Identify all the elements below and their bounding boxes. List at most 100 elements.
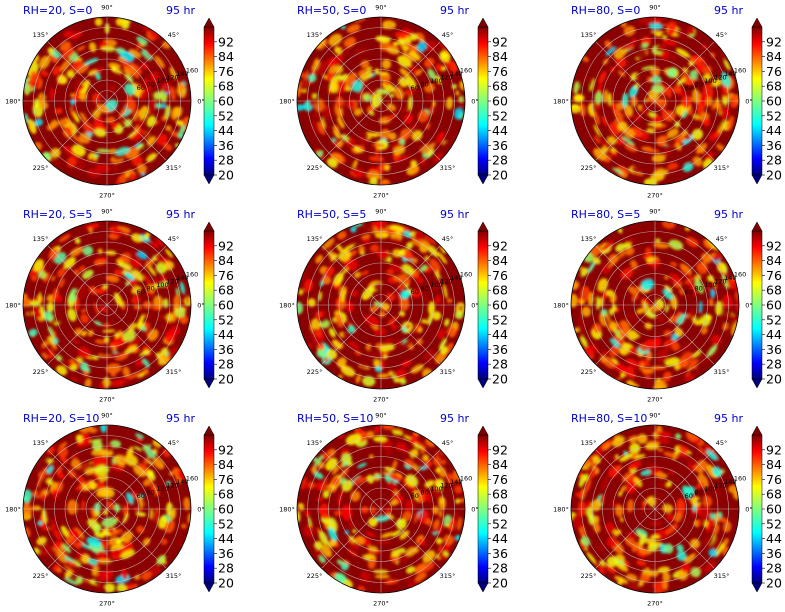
colorbar-tick-label: 92 — [492, 442, 508, 457]
radial-tick-label: 120 — [714, 482, 726, 490]
colorbar-tick-label: 28 — [492, 357, 508, 372]
colorbar-tick-label: 76 — [492, 64, 508, 79]
colorbar-tick-label: 28 — [492, 153, 508, 168]
radial-tick-label: 80 — [421, 285, 429, 293]
angle-tick-label: 315° — [714, 368, 730, 376]
angle-tick-label: 315° — [714, 572, 730, 580]
radial-tick-label: 140 — [450, 478, 462, 486]
colorbar-tick-label: 76 — [218, 64, 234, 79]
colorbar-tick-label: 60 — [492, 502, 508, 517]
radial-tick-label: 100 — [430, 77, 442, 85]
colorbar-tick-label: 60 — [492, 298, 508, 313]
radial-tick-label: 160 — [734, 66, 746, 74]
panel-time: 95 hr — [166, 208, 195, 221]
colorbar-tick-label: 44 — [766, 327, 782, 342]
colorbar-tick-label: 52 — [492, 312, 508, 327]
radial-tick-label: 120 — [166, 74, 178, 82]
colorbar-tick-label: 76 — [492, 268, 508, 283]
colorbar-tick-label: 52 — [492, 516, 508, 531]
colorbar-extend-min — [203, 174, 215, 185]
angle-tick-label: 135° — [307, 439, 323, 447]
radial-tick-label: 80 — [421, 489, 429, 497]
colorbar-extend-min — [751, 582, 763, 593]
colorbar-tick-label: 84 — [766, 253, 782, 268]
angle-tick-label: 315° — [440, 368, 456, 376]
radial-tick-label: 60 — [685, 288, 693, 296]
colorbar-tick-label: 68 — [218, 283, 234, 298]
angle-tick-label: 0° — [471, 302, 478, 310]
angle-tick-label: 0° — [745, 506, 752, 514]
colorbar-tick-label: 44 — [766, 531, 782, 546]
colorbar-tick-label: 20 — [492, 168, 508, 183]
panel-time: 95 hr — [166, 412, 195, 425]
colorbar-tick-label: 84 — [766, 457, 782, 472]
colorbar-tick-label: 76 — [766, 472, 782, 487]
colorbar-tick-label: 20 — [766, 372, 782, 387]
angle-tick-label: 315° — [166, 368, 182, 376]
radial-tick-label: 100 — [156, 485, 168, 493]
angle-tick-label: 90° — [649, 412, 661, 420]
colorbar-extend-min — [477, 582, 489, 593]
radial-tick-label: 80 — [695, 489, 703, 497]
colorbar-tick-label: 92 — [218, 238, 234, 253]
colorbar-tick-label: 28 — [766, 357, 782, 372]
panel-title: RH=20, S=0 — [23, 4, 92, 17]
colorbar-tick-label: 36 — [218, 342, 234, 357]
colorbar-tick-label: 84 — [218, 457, 234, 472]
colorbar-tick-label: 20 — [218, 372, 234, 387]
colorbar-extend-min — [203, 582, 215, 593]
colorbar-tick-label: 92 — [492, 34, 508, 49]
panel-time: 95 hr — [714, 208, 743, 221]
angle-tick-label: 0° — [745, 98, 752, 106]
colorbar-tick-label: 76 — [218, 472, 234, 487]
panel-time: 95 hr — [714, 412, 743, 425]
angle-tick-label: 45° — [716, 31, 728, 39]
angle-tick-label: 225° — [307, 164, 323, 172]
panel-title: RH=80, S=10 — [571, 412, 647, 425]
radial-tick-label: 100 — [704, 485, 716, 493]
colorbar-extend-max — [751, 221, 763, 232]
angle-tick-label: 180° — [279, 506, 295, 514]
angle-tick-label: 225° — [581, 164, 597, 172]
colorbar-tick-label: 92 — [218, 34, 234, 49]
angle-tick-label: 180° — [553, 302, 569, 310]
angle-tick-label: 225° — [307, 368, 323, 376]
panel-time: 95 hr — [714, 4, 743, 17]
colorbar-tick-label: 76 — [218, 268, 234, 283]
angle-tick-label: 225° — [581, 368, 597, 376]
colorbar-tick-label: 28 — [766, 561, 782, 576]
angle-tick-label: 315° — [440, 572, 456, 580]
angle-tick-label: 0° — [471, 506, 478, 514]
angle-tick-label: 0° — [197, 302, 204, 310]
angle-tick-label: 90° — [375, 4, 387, 12]
radial-tick-label: 160 — [734, 270, 746, 278]
colorbar-tick-label: 28 — [766, 153, 782, 168]
angle-tick-label: 270° — [647, 192, 663, 200]
radial-tick-label: 80 — [421, 81, 429, 89]
angle-tick-label: 45° — [442, 439, 454, 447]
colorbar-tick-label: 92 — [766, 34, 782, 49]
angle-tick-label: 225° — [581, 572, 597, 580]
angle-tick-label: 180° — [5, 302, 21, 310]
angle-tick-label: 135° — [33, 439, 49, 447]
colorbar-extend-max — [477, 17, 489, 28]
radial-tick-label: 60 — [685, 84, 693, 92]
colorbar-tick-label: 36 — [766, 342, 782, 357]
angle-tick-label: 315° — [166, 572, 182, 580]
angle-tick-label: 90° — [649, 208, 661, 216]
colorbar-tick-label: 68 — [492, 79, 508, 94]
colorbar-extend-min — [477, 378, 489, 389]
angle-tick-label: 225° — [33, 572, 49, 580]
angle-tick-label: 315° — [714, 164, 730, 172]
radial-tick-label: 100 — [430, 485, 442, 493]
angle-tick-label: 45° — [442, 235, 454, 243]
radial-tick-label: 140 — [724, 274, 736, 282]
colorbar-tick-label: 20 — [766, 168, 782, 183]
colorbar-tick-label: 84 — [218, 49, 234, 64]
